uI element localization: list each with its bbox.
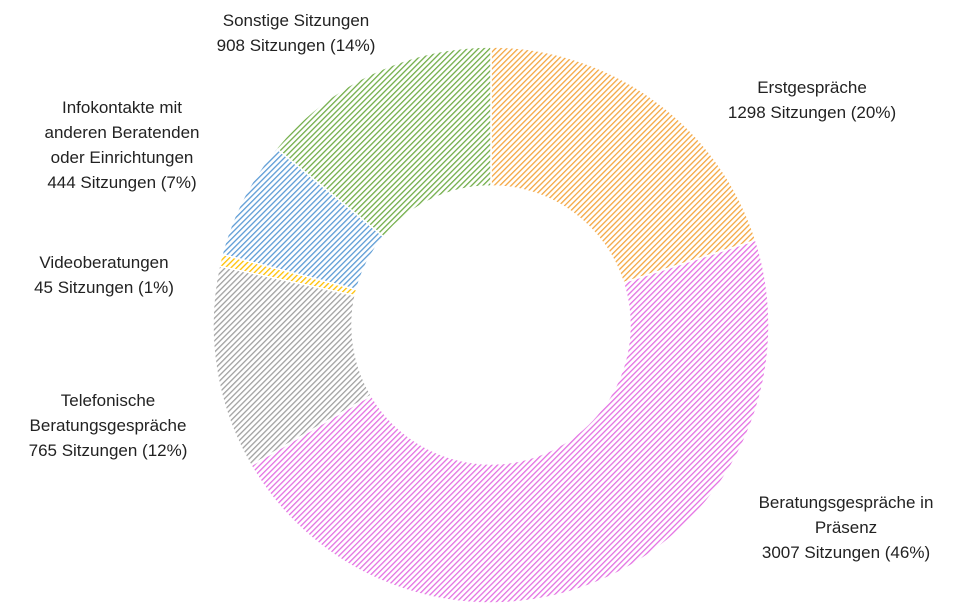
value-label: 3007 Sitzungen (46%) [761,543,931,562]
value-label: 444 Sitzungen (7%) [47,173,197,192]
data-label: Infokontakte mit anderen Beratenden oder… [32,95,212,195]
data-label: Erstgespräche 1298 Sitzungen (20%) [692,75,932,125]
category-label: Sonstige Sitzungen [222,11,370,30]
donut-segment [490,46,757,284]
data-label: Telefonische Beratungsgespräche 765 Sitzu… [3,388,213,463]
category-label: Videoberatungen [39,253,169,272]
data-label: Beratungsgespräche in Präsenz 3007 Sitzun… [741,490,951,565]
data-label: Videoberatungen 45 Sitzungen (1%) [4,250,204,300]
value-label: 45 Sitzungen (1%) [34,278,174,297]
data-label: Sonstige Sitzungen 908 Sitzungen (14%) [176,8,416,58]
category-label: Erstgespräche [757,78,867,97]
category-label: Beratungsgespräche in Präsenz [758,493,934,537]
value-label: 765 Sitzungen (12%) [28,441,188,460]
category-label: Infokontakte mit anderen Beratenden oder… [44,98,200,167]
value-label: 1298 Sitzungen (20%) [727,103,897,122]
value-label: 908 Sitzungen (14%) [216,36,376,55]
donut-segment [275,46,492,238]
donut-segment [250,239,770,604]
category-label: Telefonische Beratungsgespräche [29,391,187,435]
